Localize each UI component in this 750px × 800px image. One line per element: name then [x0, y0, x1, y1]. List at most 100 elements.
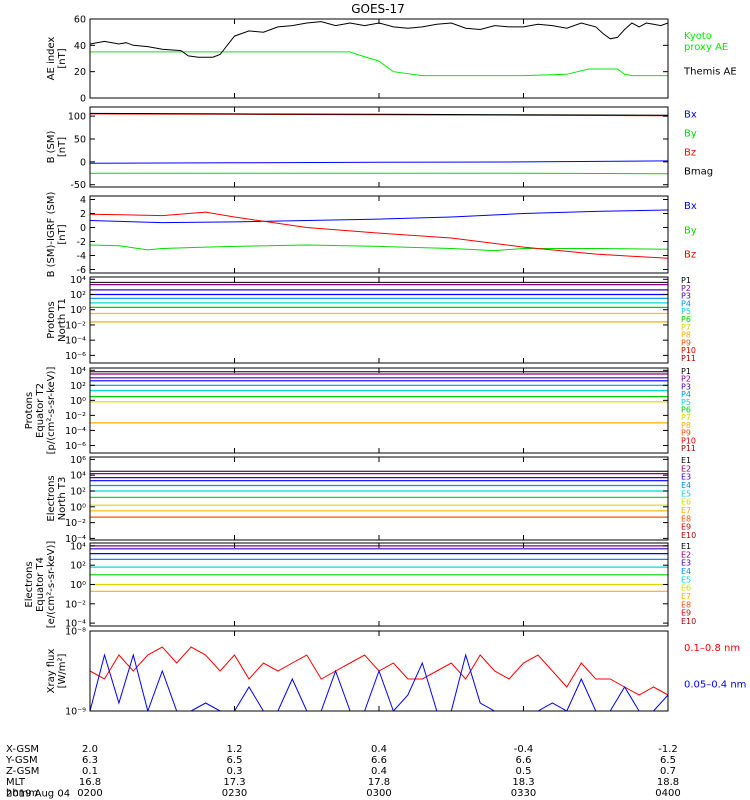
y-tick-label: 10⁻²	[65, 599, 86, 610]
y-tick-label: 10⁻⁶	[65, 351, 86, 362]
legend-entry: E6	[681, 498, 691, 507]
legend-entry: E1	[681, 542, 691, 551]
y-tick-label: -6	[77, 265, 86, 276]
series-line-2	[90, 211, 668, 259]
panel-7: 10⁻⁴ 10⁻² 10⁰ 10² 10⁴ ElectronsEquator T4[e/(…	[24, 541, 696, 630]
legend-entry: P5	[681, 398, 691, 407]
y-tick-label: 10⁻⁴	[65, 534, 86, 545]
y-tick-label: 10²	[70, 381, 86, 392]
panel-frame	[89, 106, 669, 188]
x-axis-value: -0.4	[514, 744, 534, 755]
panel-frame	[89, 195, 669, 274]
x-axis-value: 0.1	[82, 766, 98, 777]
x-axis-row-label: Z-GSM	[6, 766, 39, 777]
x-axis-value: 6.6	[371, 755, 387, 766]
x-axis-value: 17.3	[223, 777, 245, 788]
y-tick-label: 10⁻⁹	[65, 707, 86, 718]
y-tick-label: 10²	[70, 561, 86, 572]
legend-entry: P4	[681, 390, 691, 399]
y-tick-label: 0	[80, 157, 86, 168]
y-tick-label: 10⁻⁴	[65, 336, 86, 347]
y-tick-label: 10⁴	[70, 541, 86, 552]
legend-entry: E9	[681, 609, 691, 618]
legend-entry: P7	[681, 323, 691, 332]
y-tick-label: 10⁴	[70, 471, 86, 482]
legend-entry: Bz	[684, 148, 696, 159]
legend-entry: E1	[681, 456, 691, 465]
y-tick-label: 10⁰	[70, 502, 86, 513]
x-axis-value: 0.7	[660, 766, 676, 777]
y-tick-label: 10⁴	[70, 366, 86, 377]
y-tick-label: 10⁻⁸	[65, 627, 86, 638]
panel-8: 10⁻⁹ 10⁻⁸ Xray flux[W/m²] 0.1–0.8 nm 0.05–0.…	[46, 627, 746, 718]
legend-entry: E5	[681, 575, 691, 584]
x-axis-value: 18.3	[512, 777, 534, 788]
x-axis-value: 1.2	[227, 744, 243, 755]
series-line-0	[90, 209, 668, 224]
legend-entry: P2	[681, 284, 691, 293]
y-tick-label: 10⁻⁴	[65, 619, 86, 630]
x-axis-value: 2.0	[82, 744, 98, 755]
legend-entry: P9	[681, 429, 691, 438]
x-axis-value: 6.5	[227, 755, 243, 766]
legend-entry: E4	[681, 567, 691, 576]
legend-entry: P11	[681, 444, 696, 453]
x-axis-row-label: X-GSM	[6, 744, 39, 755]
legend-entry: P7	[681, 413, 691, 422]
y-axis-label: ProtonsNorth T1	[46, 298, 68, 342]
legend-entry: E3	[681, 473, 691, 482]
legend-entry: 0.05–0.4 nm	[684, 679, 746, 690]
plot-title: GOES-17	[351, 2, 405, 16]
y-tick-label: 0	[80, 223, 86, 234]
y-tick-label: -2	[77, 237, 86, 248]
y-axis-label: ProtonsEquator T2[p/(cm²-s-sr-keV)]	[24, 367, 57, 455]
y-tick-label: -4	[77, 251, 86, 262]
y-axis-label: ElectronsNorth T3	[46, 475, 68, 521]
y-axis-label: B (SM)-IGRF (SM)[nT]	[46, 192, 68, 278]
series-line-0	[90, 51, 668, 77]
legend-entry: P1	[681, 276, 691, 285]
y-tick-label: 100	[68, 112, 86, 123]
x-axis-value: 0.5	[516, 766, 532, 777]
legend-entry: P6	[681, 315, 691, 324]
y-tick-label: 60	[74, 15, 86, 26]
y-tick-label: 2	[80, 209, 86, 220]
legend-entry: P3	[681, 382, 691, 391]
legend-entry: E8	[681, 514, 691, 523]
series-line-1	[90, 21, 668, 58]
x-axis-value: 18.8	[657, 777, 679, 788]
y-tick-label: 10⁰	[70, 580, 86, 591]
legend-entry: Bx	[684, 109, 697, 120]
x-axis-value: 17.8	[368, 777, 390, 788]
legend-entry: P10	[681, 436, 696, 445]
x-axis-row-label: MLT	[6, 777, 26, 788]
legend-entry: P6	[681, 406, 691, 415]
legend-entry: E6	[681, 584, 691, 593]
y-axis-label: B (SM)[nT]	[46, 130, 68, 163]
y-tick-label: 10⁻²	[65, 518, 86, 529]
legend-entry: P11	[681, 354, 696, 363]
y-tick-label: -50	[70, 180, 86, 191]
x-axis-value: 0330	[511, 788, 536, 799]
legend-entry: E10	[681, 617, 696, 626]
x-axis-value: 16.8	[79, 777, 101, 788]
x-axis-value: 0.4	[371, 766, 387, 777]
panel-frame	[89, 456, 669, 541]
legend-entry: E8	[681, 600, 691, 609]
panel-frame	[89, 18, 669, 99]
legend-entry: By	[684, 129, 697, 140]
legend-entry: E2	[681, 464, 691, 473]
legend-entry: P8	[681, 331, 691, 340]
legend-entry: E7	[681, 506, 691, 515]
x-axis-value: 6.5	[660, 755, 676, 766]
legend-entry: P1	[681, 367, 691, 376]
panel-4: 10⁻⁶ 10⁻⁴ 10⁻² 10⁰ 10² 10⁴ ProtonsNorth T1 P1P2…	[46, 275, 696, 364]
legend-entry: E2	[681, 550, 691, 559]
y-tick-label: 4	[80, 195, 86, 206]
y-axis-label: AE index[nT]	[46, 37, 68, 81]
legend-entry: P5	[681, 307, 691, 316]
y-tick-label: 50	[74, 135, 86, 146]
y-tick-label: 10⁻²	[65, 320, 86, 331]
